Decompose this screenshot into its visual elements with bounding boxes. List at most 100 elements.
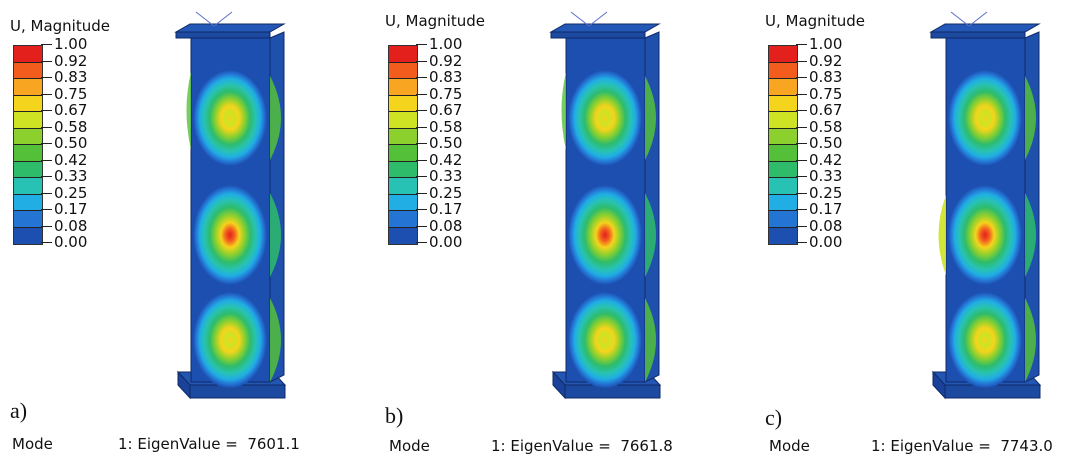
- top-plate: [549, 23, 661, 33]
- legend-color-cell: [769, 95, 797, 112]
- side-bulge: [645, 76, 656, 160]
- legend-color-cell: [389, 112, 417, 129]
- legend-tick-label: 0.33: [415, 167, 463, 185]
- eigenvalue-prefix: 1: EigenValue =: [118, 435, 238, 453]
- side-bulge: [270, 193, 281, 277]
- legend-tick-label: 0.75: [40, 84, 88, 103]
- side-bulge: [270, 76, 281, 160]
- reference-marker: [588, 11, 608, 27]
- legend-color-cell: [769, 178, 797, 195]
- subfigure-label: a): [10, 398, 28, 423]
- legend-color-cell: [14, 95, 42, 112]
- legend-tick-label: 0.92: [415, 51, 463, 70]
- eigenvalue-text: 1: EigenValue = 7661.8: [491, 437, 673, 455]
- legend-tick-label: 0.17: [795, 200, 843, 218]
- eigenvalue-value: 7743.0: [1000, 437, 1053, 455]
- legend-tick-label: 0.08: [40, 216, 88, 235]
- legend-tick-label: 1.00: [415, 35, 463, 53]
- legend-color-cell: [389, 178, 417, 195]
- side-bulge: [1025, 193, 1036, 277]
- column-mode-shape: [549, 11, 662, 400]
- mode-label: Mode: [389, 437, 430, 455]
- legend-color-cell: [769, 194, 797, 211]
- legend-color-cell: [389, 161, 417, 178]
- top-plate-edge: [930, 31, 1026, 39]
- legend-tick-label: 0.83: [795, 68, 843, 86]
- reference-marker: [968, 11, 988, 27]
- subfigure-label: c): [765, 405, 783, 430]
- legend-color-cell: [769, 128, 797, 145]
- legend-color-cell: [14, 112, 42, 129]
- legend-tick-label: 1.00: [40, 35, 88, 53]
- legend-tick-label: 0.00: [795, 233, 843, 251]
- side-bulge: [270, 298, 281, 382]
- legend-color-cell: [389, 95, 417, 112]
- legend-color-cell: [14, 211, 42, 228]
- buckle-wave: [193, 185, 267, 285]
- legend-color-cell: [769, 62, 797, 79]
- legend-title: U, Magnitude: [765, 12, 865, 30]
- legend-tick-label: 0.25: [795, 183, 843, 202]
- legend-tick-label: 0.08: [415, 216, 463, 235]
- legend-tick-label: 0.75: [415, 84, 463, 103]
- legend-color-cell: [389, 211, 417, 228]
- side-bulge: [1025, 76, 1036, 160]
- panel-b: U, Magnitude 1.00 0.92 0.83 0.75 0.67 0.58 0.5…: [375, 0, 739, 457]
- legend-color-cell: [769, 79, 797, 96]
- legend-tick-label: 0.83: [415, 68, 463, 86]
- legend-color-cell: [389, 128, 417, 145]
- eigenvalue-text: 1: EigenValue = 7743.0: [871, 437, 1053, 455]
- side-bulge: [938, 195, 946, 275]
- legend-color-cell: [769, 145, 797, 162]
- legend-title: U, Magnitude: [10, 17, 110, 35]
- legend-title: U, Magnitude: [385, 12, 485, 30]
- legend-color-cell: [769, 161, 797, 178]
- legend-color-cell: [769, 211, 797, 228]
- column-mode-shape: [174, 11, 287, 400]
- buckle-wave: [948, 292, 1022, 388]
- top-plate: [174, 23, 286, 33]
- legend-color-cell: [389, 62, 417, 79]
- legend-tick-label: 0.67: [415, 101, 463, 119]
- side-bulge: [645, 193, 656, 277]
- reference-marker: [213, 11, 233, 27]
- buckle-wave: [568, 70, 642, 166]
- subfigure-label: b): [385, 403, 404, 428]
- legend-tick-label: 0.58: [795, 117, 843, 136]
- base-plate-edge: [932, 370, 946, 400]
- mode-label: Mode: [12, 435, 53, 453]
- side-bulge: [186, 72, 191, 150]
- legend-tick-label: 0.33: [40, 167, 88, 185]
- legend-color-cell: [389, 79, 417, 96]
- legend-color-cell: [769, 46, 797, 63]
- legend-color-cell: [14, 227, 42, 244]
- buckle-wave: [948, 70, 1022, 166]
- legend-tick-label: 1.00: [795, 35, 843, 53]
- legend-tick-label: 0.92: [795, 51, 843, 70]
- top-plate-edge: [175, 31, 271, 39]
- legend-color-cell: [14, 46, 42, 63]
- legend-tick-label: 0.58: [415, 117, 463, 136]
- legend-tick-label: 0.50: [415, 134, 463, 152]
- eigenvalue-prefix: 1: EigenValue =: [871, 437, 991, 455]
- legend-color-cell: [14, 161, 42, 178]
- legend-tick-label: 0.17: [415, 200, 463, 218]
- legend-tick-label: 0.67: [795, 101, 843, 119]
- eigenvalue-value: 7601.1: [247, 435, 300, 453]
- reference-marker: [570, 11, 590, 27]
- buckle-wave: [568, 185, 642, 285]
- legend-tick-label: 0.67: [40, 101, 88, 119]
- eigenvalue-value: 7661.8: [620, 437, 673, 455]
- legend-color-cell: [14, 145, 42, 162]
- legend-color-cell: [389, 227, 417, 244]
- legend-tick-label: 0.83: [40, 68, 88, 86]
- legend-color-cell: [769, 227, 797, 244]
- buckle-wave: [948, 185, 1022, 285]
- legend-tick-label: 0.33: [795, 167, 843, 185]
- legend-color-bar: [388, 45, 418, 245]
- legend-tick-label: 0.17: [40, 200, 88, 218]
- base-plate-edge: [177, 370, 191, 400]
- legend-tick-label: 0.25: [40, 183, 88, 202]
- legend-color-cell: [389, 46, 417, 63]
- legend-tick-label: 0.75: [795, 84, 843, 103]
